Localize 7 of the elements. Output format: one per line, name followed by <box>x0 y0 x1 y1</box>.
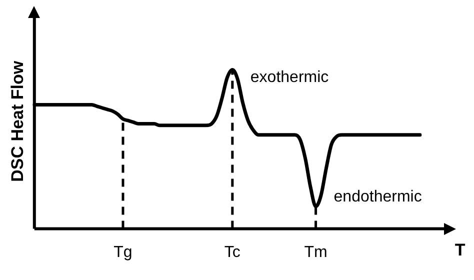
annotation: exothermic <box>250 69 329 86</box>
x-tick-label: Tg <box>114 244 132 261</box>
x-axis-title: T <box>454 240 466 260</box>
annotation: endothermic <box>334 188 422 206</box>
y-axis-title: DSC Heat Flow <box>8 60 27 182</box>
x-tick-label: Tm <box>304 244 328 261</box>
x-tick-label: Tc <box>224 244 240 261</box>
